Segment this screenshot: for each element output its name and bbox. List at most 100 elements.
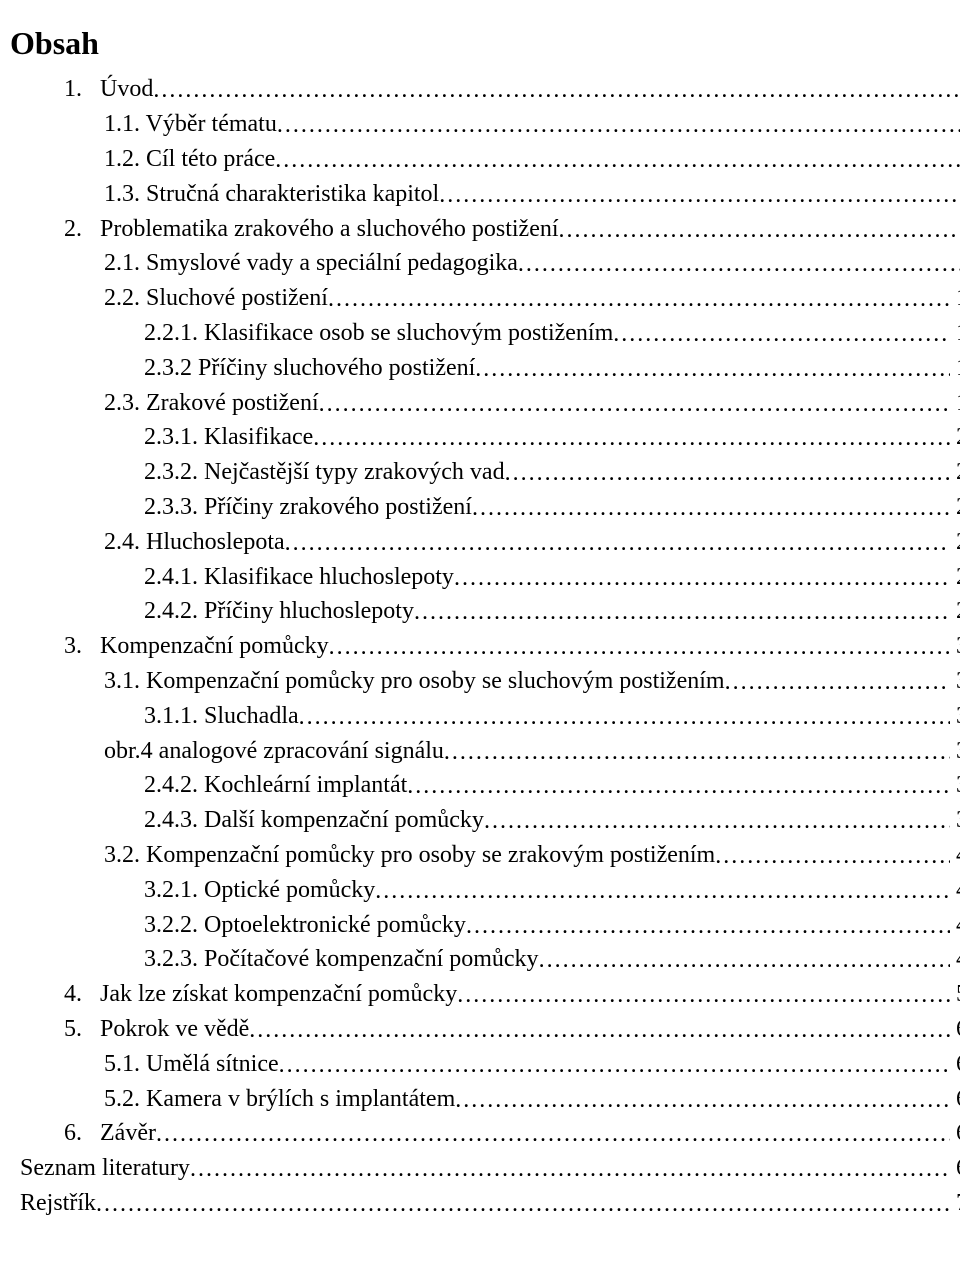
toc-entry: Rejstřík 72 xyxy=(20,1186,960,1221)
toc-entry: 1.2. Cíl této práce 7 xyxy=(20,142,960,177)
toc-leader xyxy=(475,352,950,387)
toc-entry: 1.1. Výběr tématu 7 xyxy=(20,107,960,142)
toc-entry: 2.3.2. Nejčastější typy zrakových vad 23 xyxy=(20,455,960,490)
toc-leader xyxy=(313,421,950,456)
toc-leader xyxy=(285,526,950,561)
toc-entry-label: 4. Jak lze získat kompenzační pomůcky xyxy=(64,977,457,1012)
toc-leader xyxy=(466,909,950,944)
toc-entry-label: 3.2. Kompenzační pomůcky pro osoby se zr… xyxy=(104,838,715,873)
toc-entry: 4. Jak lze získat kompenzační pomůcky 57 xyxy=(20,977,960,1012)
toc-page-number: 57 xyxy=(950,977,960,1012)
toc-leader xyxy=(329,630,950,665)
toc-page-number: 72 xyxy=(950,1186,960,1221)
toc-entry-label: 5.1. Umělá sítnice xyxy=(104,1047,279,1082)
toc-page-number: 31 xyxy=(950,629,960,664)
toc-page-number: 12 xyxy=(950,281,960,316)
toc-page-number: 38 xyxy=(950,803,960,838)
toc-entry: obr.4 analogové zpracování signálu 35 xyxy=(20,734,960,769)
toc-page-number: 41 xyxy=(950,838,960,873)
toc-entry-label: Rejstřík xyxy=(20,1186,96,1221)
toc-leader xyxy=(518,247,960,282)
toc-entry-label: 1. Úvod xyxy=(64,72,153,107)
toc-page-number: 68 xyxy=(950,1151,960,1186)
toc-leader xyxy=(299,700,950,735)
toc-leader xyxy=(153,73,960,108)
toc-entry: 1. Úvod 7 xyxy=(20,72,960,107)
toc-entry: 5.2. Kamera v brýlích s implantátem 62 xyxy=(20,1082,960,1117)
toc-entry: 2. Problematika zrakového a sluchového p… xyxy=(20,212,960,247)
toc-page-number: 65 xyxy=(950,1116,960,1151)
toc-entry: 3.2.3. Počítačové kompenzační pomůcky 43 xyxy=(20,942,960,977)
toc-entry: 2.4.2. Kochleární implantát 36 xyxy=(20,768,960,803)
toc-leader xyxy=(156,1117,950,1152)
toc-entry: 6. Závěr 65 xyxy=(20,1116,960,1151)
toc-entry-label: 5. Pokrok ve vědě xyxy=(64,1012,249,1047)
toc-entry-label: 6. Závěr xyxy=(64,1116,156,1151)
toc-page-number: 29 xyxy=(950,594,960,629)
toc-entry: 2.4.2. Příčiny hluchoslepoty 29 xyxy=(20,594,960,629)
toc-leader xyxy=(444,735,950,770)
toc-entry: 2.2. Sluchové postižení 12 xyxy=(20,281,960,316)
toc-leader xyxy=(505,456,950,491)
toc-page-number: 27 xyxy=(950,525,960,560)
toc-entry-label: 2.3.2. Nejčastější typy zrakových vad xyxy=(144,455,505,490)
toc-leader xyxy=(279,1048,950,1083)
toc-page-number: 36 xyxy=(950,768,960,803)
toc-leader xyxy=(559,213,960,248)
toc-leader xyxy=(275,143,960,178)
toc-entry-label: 2.3. Zrakové postižení xyxy=(104,386,319,421)
toc-page-number: 62 xyxy=(950,1082,960,1117)
toc-list: 1. Úvod 71.1. Výběr tématu 71.2. Cíl tét… xyxy=(20,72,960,1220)
toc-leader xyxy=(249,1013,950,1048)
toc-title: Obsah xyxy=(10,20,960,66)
toc-leader xyxy=(725,665,950,700)
toc-entry: 2.3.3. Příčiny zrakového postižení 26 xyxy=(20,490,960,525)
toc-leader xyxy=(613,317,950,352)
toc-entry-label: 2.3.3. Příčiny zrakového postižení xyxy=(144,490,472,525)
toc-entry-label: 2.4.1. Klasifikace hluchoslepoty xyxy=(144,560,454,595)
toc-entry-label: 1.3. Stručná charakteristika kapitol xyxy=(104,177,439,212)
toc-page-number: 62 xyxy=(950,1012,960,1047)
toc-entry-label: Seznam literatury xyxy=(20,1151,190,1186)
toc-page-number: 13 xyxy=(950,316,960,351)
toc-page-number: 23 xyxy=(950,455,960,490)
toc-page-number: 32 xyxy=(950,699,960,734)
toc-entry-label: 2.3.2 Příčiny sluchového postižení xyxy=(144,351,475,386)
toc-leader xyxy=(375,874,950,909)
toc-entry: 5.1. Umělá sítnice 62 xyxy=(20,1047,960,1082)
toc-entry-label: 1.1. Výběr tématu xyxy=(104,107,277,142)
toc-entry: 3.1. Kompenzační pomůcky pro osoby se sl… xyxy=(20,664,960,699)
toc-entry-label: 5.2. Kamera v brýlích s implantátem xyxy=(104,1082,455,1117)
toc-entry: 1.3. Stručná charakteristika kapitol 8 xyxy=(20,177,960,212)
toc-page-number: 26 xyxy=(950,490,960,525)
toc-entry: 2.3. Zrakové postižení 19 xyxy=(20,386,960,421)
toc-entry: 2.2.1. Klasifikace osob se sluchovým pos… xyxy=(20,316,960,351)
toc-leader xyxy=(454,561,950,596)
toc-entry: 2.3.1. Klasifikace 20 xyxy=(20,420,960,455)
toc-entry-label: 2.2. Sluchové postižení xyxy=(104,281,328,316)
toc-leader xyxy=(277,108,960,143)
toc-page-number: 19 xyxy=(950,386,960,421)
toc-entry: 3.2.1. Optické pomůcky 42 xyxy=(20,873,960,908)
toc-entry: 3.1.1. Sluchadla 32 xyxy=(20,699,960,734)
toc-entry: 2.4.3. Další kompenzační pomůcky 38 xyxy=(20,803,960,838)
toc-page-number: 20 xyxy=(950,420,960,455)
toc-entry-label: 1.2. Cíl této práce xyxy=(104,142,275,177)
toc-entry-label: 2.4.2. Příčiny hluchoslepoty xyxy=(144,594,414,629)
toc-leader xyxy=(539,943,950,978)
toc-entry-label: 3.1. Kompenzační pomůcky pro osoby se sl… xyxy=(104,664,725,699)
toc-leader xyxy=(407,769,950,804)
toc-leader xyxy=(319,387,950,422)
toc-leader xyxy=(472,491,950,526)
toc-entry-label: 3. Kompenzační pomůcky xyxy=(64,629,329,664)
toc-entry: 2.1. Smyslové vady a speciální pedagogik… xyxy=(20,246,960,281)
toc-leader xyxy=(414,595,950,630)
toc-page-number: 42 xyxy=(950,908,960,943)
toc-page-number: 43 xyxy=(950,942,960,977)
toc-entry: 2.3.2 Příčiny sluchového postižení 18 xyxy=(20,351,960,386)
toc-page-number: 62 xyxy=(950,1047,960,1082)
toc-entry: 5. Pokrok ve vědě 62 xyxy=(20,1012,960,1047)
toc-entry: 3.2. Kompenzační pomůcky pro osoby se zr… xyxy=(20,838,960,873)
toc-entry-label: 3.2.2. Optoelektronické pomůcky xyxy=(144,908,466,943)
toc-entry-label: 2.4. Hluchoslepota xyxy=(104,525,285,560)
